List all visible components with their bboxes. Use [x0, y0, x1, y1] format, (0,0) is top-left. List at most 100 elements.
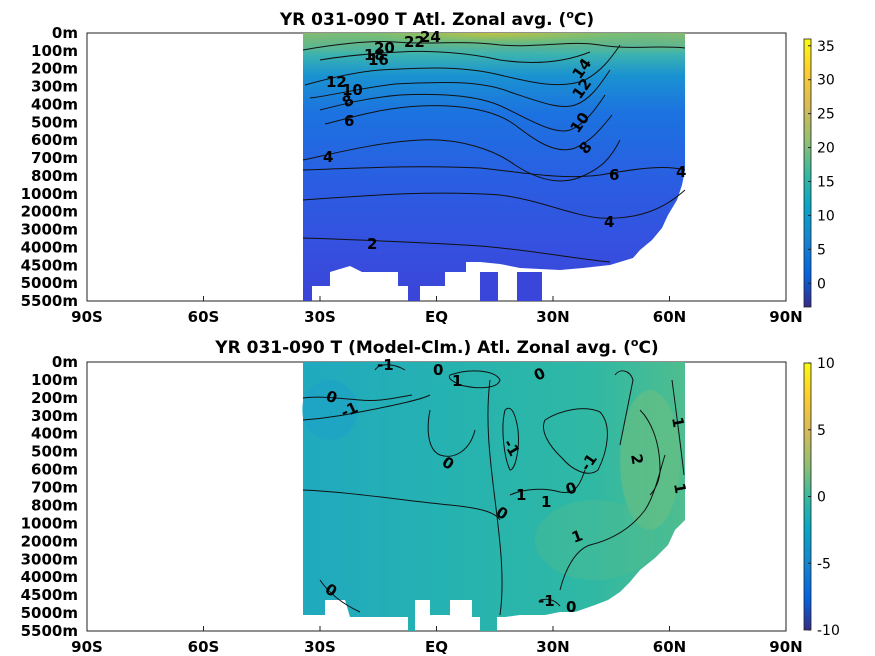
- colorbar-tick-label: 15: [817, 174, 835, 190]
- y-tick-label: 100m: [31, 42, 78, 60]
- y-tick-label: 2000m: [21, 203, 78, 221]
- panel-1: YR 031-090 T Atl. Zonal avg. (oC) 2 4: [21, 8, 835, 326]
- y-tick-label: 500m: [31, 113, 78, 131]
- y-tick-label: 4500m: [21, 586, 78, 604]
- chart-title-1: YR 031-090 T Atl. Zonal avg. (oC): [279, 8, 594, 30]
- contour-label: 16: [368, 51, 389, 69]
- y-tick-labels-1: 0m100m200m300m400m500m600m700m800m1000m2…: [21, 24, 78, 310]
- contour-label: 6: [344, 112, 354, 130]
- contour-label: 4: [676, 163, 686, 181]
- colorbar-tick-label: 20: [817, 141, 835, 157]
- colorbar-tick-label: -10: [817, 623, 840, 639]
- x-tick-label: 30S: [304, 308, 336, 326]
- contour-label: 4: [604, 213, 614, 231]
- y-tick-label: 700m: [31, 479, 78, 497]
- x-tick-label: 90S: [71, 308, 103, 326]
- x-tick-label: 60S: [188, 638, 220, 656]
- colorbar-ticks-1: 0 5 10 15 20 25 30 35: [808, 39, 835, 292]
- colorbar-tick-label: 0: [817, 490, 826, 506]
- x-tick-label: EQ: [425, 308, 448, 326]
- y-tick-label: 800m: [31, 496, 78, 514]
- colorbar-tick-label: 35: [817, 39, 835, 55]
- contour-label: 1: [541, 493, 551, 511]
- x-tick-label: 30N: [536, 308, 569, 326]
- colorbar-tick-label: 5: [817, 423, 826, 439]
- x-tick-label: 30S: [304, 638, 336, 656]
- x-tick-label: 60N: [653, 638, 686, 656]
- contour-label: 6: [609, 166, 619, 184]
- contour-lines-1: [302, 41, 686, 263]
- x-tick-label: 90N: [769, 308, 802, 326]
- y-tick-label: 4500m: [21, 256, 78, 274]
- y-tick-label: 5000m: [21, 604, 78, 622]
- contour-label: -1: [500, 436, 524, 459]
- contour-label: 4: [323, 148, 333, 166]
- contour-label: -1: [377, 356, 394, 374]
- x-tick-label: 60S: [188, 308, 220, 326]
- contour-label: 18: [364, 46, 385, 64]
- contour-label: 12: [326, 73, 347, 91]
- y-tick-label: 200m: [31, 60, 78, 78]
- y-tick-label: 700m: [31, 149, 78, 167]
- contour-label: 2: [627, 453, 647, 466]
- y-tick-label: 1000m: [21, 185, 78, 203]
- colorbar-tick-label: 25: [817, 107, 835, 123]
- y-tick-label: 600m: [31, 461, 78, 479]
- y-tick-label: 300m: [31, 407, 78, 425]
- y-tick-label: 4000m: [21, 238, 78, 256]
- y-tick-label: 200m: [31, 389, 78, 407]
- colorbar-ticks-2: -10 -5 0 5 10: [808, 356, 840, 639]
- colorbar-tick-label: 5: [817, 242, 826, 258]
- y-tick-label: 3000m: [21, 221, 78, 239]
- colorbar-tick-label: -5: [817, 556, 831, 572]
- contour-label: -1: [538, 592, 555, 610]
- contour-label: -1: [338, 398, 361, 421]
- colorbar-tick-label: 0: [817, 276, 826, 292]
- chart-title-2: YR 031-090 T (Model-Clm.) Atl. Zonal avg…: [214, 336, 658, 358]
- difference-field: [302, 362, 685, 631]
- y-tick-label: 5500m: [21, 292, 78, 310]
- y-tick-labels-2: 0m100m200m300m400m500m600m700m800m1000m2…: [21, 353, 78, 640]
- y-tick-label: 600m: [31, 131, 78, 149]
- contour-label: 0: [566, 598, 576, 616]
- contour-label: 1: [668, 416, 688, 429]
- contour-label: 20: [374, 39, 395, 57]
- contour-label: 1: [452, 372, 462, 390]
- x-tick-label: 30N: [536, 638, 569, 656]
- y-tick-label: 4000m: [21, 568, 78, 586]
- y-tick-label: 100m: [31, 371, 78, 389]
- y-tick-label: 500m: [31, 443, 78, 461]
- y-tick-label: 300m: [31, 78, 78, 96]
- x-tick-label: 90S: [71, 638, 103, 656]
- y-tick-label: 400m: [31, 425, 78, 443]
- colorbar-tick-label: 30: [817, 73, 835, 89]
- contour-label: 1: [670, 482, 690, 495]
- x-tick-label: 60N: [653, 308, 686, 326]
- y-tick-label: 5500m: [21, 622, 78, 640]
- colorbar-1: 0 5 10 15 20 25 30 35: [803, 38, 835, 308]
- contour-label: 0: [433, 361, 443, 379]
- y-tick-label: 5000m: [21, 274, 78, 292]
- contour-label: 1: [516, 486, 526, 504]
- contour-lines-2: [302, 364, 685, 616]
- colorbar-tick-label: 10: [817, 356, 835, 372]
- y-tick-label: 400m: [31, 95, 78, 113]
- contour-label: 2: [367, 235, 377, 253]
- x-tick-labels-1: 90S 60S 30S EQ 30N 60N 90N: [71, 296, 803, 326]
- x-tick-label: EQ: [425, 638, 448, 656]
- x-tick-labels-2: 90S 60S 30S EQ 30N 60N 90N: [71, 626, 803, 656]
- colorbar-tick-label: 10: [817, 208, 835, 224]
- temperature-field: [303, 33, 685, 301]
- y-tick-label: 1000m: [21, 514, 78, 532]
- y-tick-label: 0m: [52, 353, 78, 371]
- colorbar-2: -10 -5 0 5 10: [803, 356, 840, 639]
- y-tick-label: 800m: [31, 167, 78, 185]
- contour-label: 10: [342, 81, 363, 99]
- y-tick-label: 3000m: [21, 550, 78, 568]
- y-tick-label: 2000m: [21, 532, 78, 550]
- y-tick-label: 0m: [52, 24, 78, 42]
- x-tick-label: 90N: [769, 638, 802, 656]
- panel-2: YR 031-090 T (Model-Clm.) Atl. Zonal avg…: [21, 336, 840, 656]
- contour-label: 22: [404, 33, 425, 51]
